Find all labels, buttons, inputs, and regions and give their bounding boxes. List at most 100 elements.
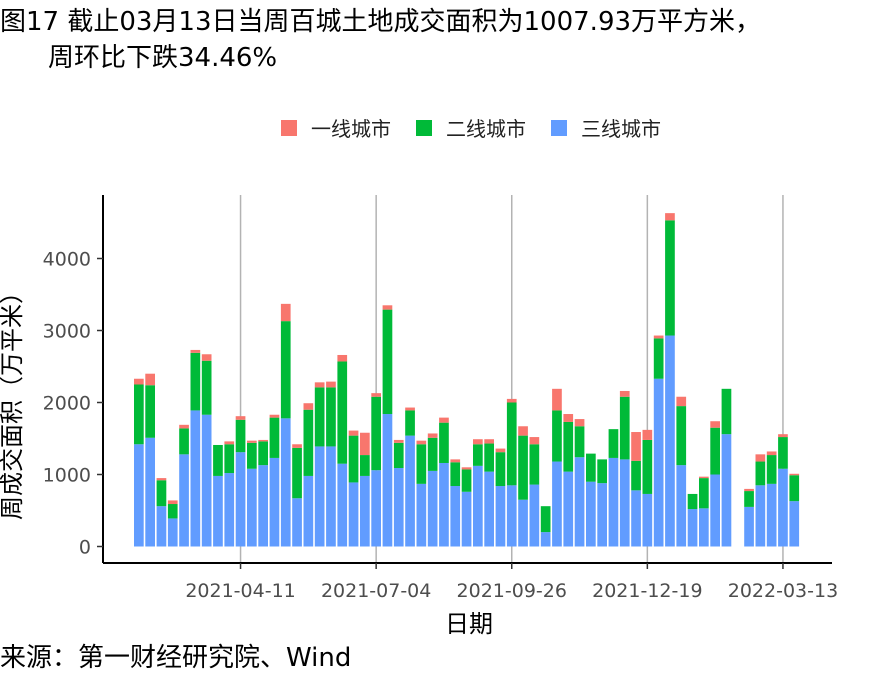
bar-segment <box>755 454 766 462</box>
bar-segment <box>134 384 144 445</box>
bar-segment <box>416 483 427 547</box>
bar-segment <box>597 483 607 547</box>
bar-segment <box>179 428 189 455</box>
bar-segment <box>755 485 766 547</box>
bar-segment <box>303 409 314 476</box>
bar-segment <box>145 385 155 438</box>
bar-segment <box>495 452 506 487</box>
bar-segment <box>710 421 720 428</box>
bar-segment <box>156 506 167 547</box>
bar-segment <box>224 473 235 547</box>
x-tick-label: 2021-07-04 <box>321 580 431 602</box>
bar-segment <box>179 424 189 429</box>
bar-segment <box>258 465 268 547</box>
bar-segment <box>280 321 291 419</box>
chart-legend: 一线城市 二线城市 三线城市 <box>281 117 661 141</box>
bar-segment <box>269 414 280 418</box>
bar-segment <box>506 485 517 547</box>
bar-segment <box>540 532 551 547</box>
bar-segment <box>224 444 235 474</box>
bar-segment <box>518 435 528 500</box>
bar-segment <box>326 381 336 388</box>
bar-segment <box>247 468 257 547</box>
bar-segment <box>755 461 766 486</box>
bar-segment <box>473 465 483 547</box>
bar-segment <box>744 488 754 492</box>
bar-segment <box>676 396 687 407</box>
figure-title: 图17 截止03月13日当周百城土地成交面积为1007.93万平方米， 周环比下… <box>0 4 885 76</box>
bar-segment <box>269 457 280 547</box>
bar-segment <box>586 453 596 482</box>
bar-segment <box>382 414 393 547</box>
bar-segment <box>789 475 800 502</box>
bar-segment <box>506 398 517 403</box>
bar-segment <box>337 463 348 547</box>
bar-segment <box>326 387 336 447</box>
bar-segment <box>439 462 449 547</box>
bar-segment <box>156 480 167 507</box>
bar-segment <box>563 471 574 547</box>
bar-segment <box>360 455 370 476</box>
bar-segment <box>608 457 619 547</box>
bar-segment <box>235 452 246 547</box>
y-tick-label: 0 <box>79 537 91 559</box>
y-tick-label: 4000 <box>43 249 91 271</box>
bar-segment <box>280 418 291 547</box>
bar-segment <box>563 421 574 472</box>
bar-segment <box>631 490 641 547</box>
bar-segment <box>382 305 393 310</box>
bar-segment <box>337 354 348 362</box>
bar-segment <box>167 504 178 519</box>
bar-segment <box>687 509 698 547</box>
bar-segment <box>574 419 585 427</box>
y-axis-label: 周成交面积（万平米） <box>0 280 26 520</box>
bar-segment <box>619 459 630 547</box>
bar-segment <box>631 432 641 461</box>
legend-swatch <box>416 120 432 136</box>
bar-segment <box>190 352 201 411</box>
bar-segment <box>145 373 155 386</box>
bar-segment <box>405 435 415 547</box>
bar-segment <box>450 486 461 547</box>
bar-segment <box>518 499 528 547</box>
legend-label: 三线城市 <box>581 117 661 141</box>
bar-segment <box>382 309 393 415</box>
bar-segment <box>416 440 427 445</box>
bar-segment <box>631 460 641 491</box>
bar-segment <box>258 439 268 442</box>
bar-segment <box>699 478 709 509</box>
bar-segment <box>371 470 381 547</box>
bar-segment <box>710 474 720 547</box>
bar-segment <box>766 483 777 547</box>
bar-segment <box>721 388 732 435</box>
bar-segment <box>348 430 359 436</box>
bars <box>134 213 800 547</box>
bar-segment <box>665 213 675 221</box>
bar-segment <box>778 437 788 469</box>
bar-segment <box>235 419 246 453</box>
bar-segment <box>314 446 325 547</box>
bar-segment <box>292 498 302 547</box>
bar-segment <box>416 444 427 484</box>
bar-segment <box>608 429 619 458</box>
bar-segment <box>292 444 302 448</box>
bar-segment <box>201 360 212 415</box>
bar-segment <box>235 416 246 420</box>
bar-segment <box>326 446 336 547</box>
bar-segment <box>552 388 562 411</box>
bar-segment <box>258 441 268 466</box>
bar-segment <box>393 439 404 443</box>
bar-segment <box>665 335 675 547</box>
bar-segment <box>473 444 483 466</box>
bar-segment <box>134 378 144 385</box>
bar-segment <box>506 402 517 486</box>
bar-segment <box>574 457 585 547</box>
bar-segment <box>778 434 788 438</box>
bar-segment <box>213 444 223 476</box>
bar-segment <box>348 435 359 483</box>
bar-segment <box>687 493 698 510</box>
bar-segment <box>134 444 144 547</box>
source-note: 来源：第一财经研究院、Wind <box>0 643 352 673</box>
bar-segment <box>540 506 551 533</box>
